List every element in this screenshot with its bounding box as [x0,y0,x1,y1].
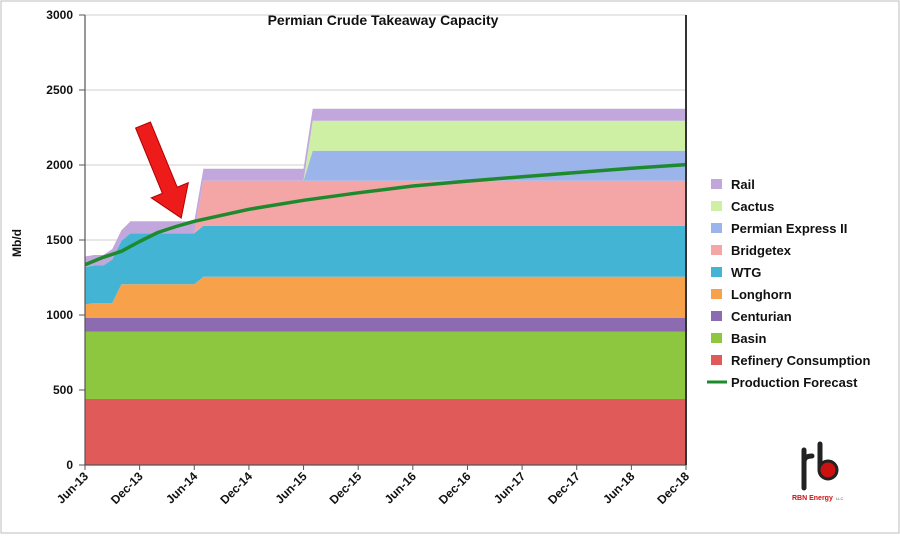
legend: Rail Cactus Permian Express II Bridgetex WTG… [707,177,870,390]
legend-label: Rail [731,177,755,192]
y-axis-label: Mb/d [10,229,24,257]
area-permian-express-ii [85,150,686,267]
annotations [134,121,189,219]
red-arrow-annotation [134,121,189,219]
y-tick-label: 3000 [46,8,73,22]
legend-label: Permian Express II [731,221,847,236]
chart-title: Permian Crude Takeaway Capacity [268,12,499,28]
area-centurian [85,318,686,332]
y-tick-label: 2500 [46,83,73,97]
y-tick-label: 2000 [46,158,73,172]
legend-label: Cactus [731,199,774,214]
logo-suffix: LLC [836,496,843,501]
legend-label: Refinery Consumption [731,353,870,368]
y-tick-label: 1000 [46,308,73,322]
area-bridgetex [85,180,686,267]
production-forecast-line [84,162,687,267]
y-tick-label: 500 [53,383,73,397]
y-tick-label: 1500 [46,233,73,247]
legend-label: Production Forecast [731,375,858,390]
area-cactus [85,120,686,267]
legend-label: WTG [731,265,761,280]
legend-swatch [711,333,722,343]
legend-swatch [711,267,722,277]
legend-swatch [711,201,722,211]
legend-label: Basin [731,331,766,346]
legend-swatch [711,289,722,299]
legend-swatch [711,311,722,321]
stacked-areas [85,108,686,465]
legend-label: Centurian [731,309,792,324]
forecast-line-group [84,162,687,267]
area-wtg [85,225,686,305]
legend-label: Bridgetex [731,243,792,258]
area-basin [85,331,686,399]
area-refinery-consumption [85,399,686,465]
legend-swatch [711,179,722,189]
logo-text: RBN Energy [792,495,833,502]
legend-label: Longhorn [731,287,792,302]
legend-swatch [711,355,722,365]
area-longhorn [85,276,686,318]
legend-swatch [711,245,722,255]
legend-swatch [711,223,722,233]
y-tick-label: 0 [66,458,73,472]
rbn-energy-logo: RBN Energy LLC [792,441,843,502]
